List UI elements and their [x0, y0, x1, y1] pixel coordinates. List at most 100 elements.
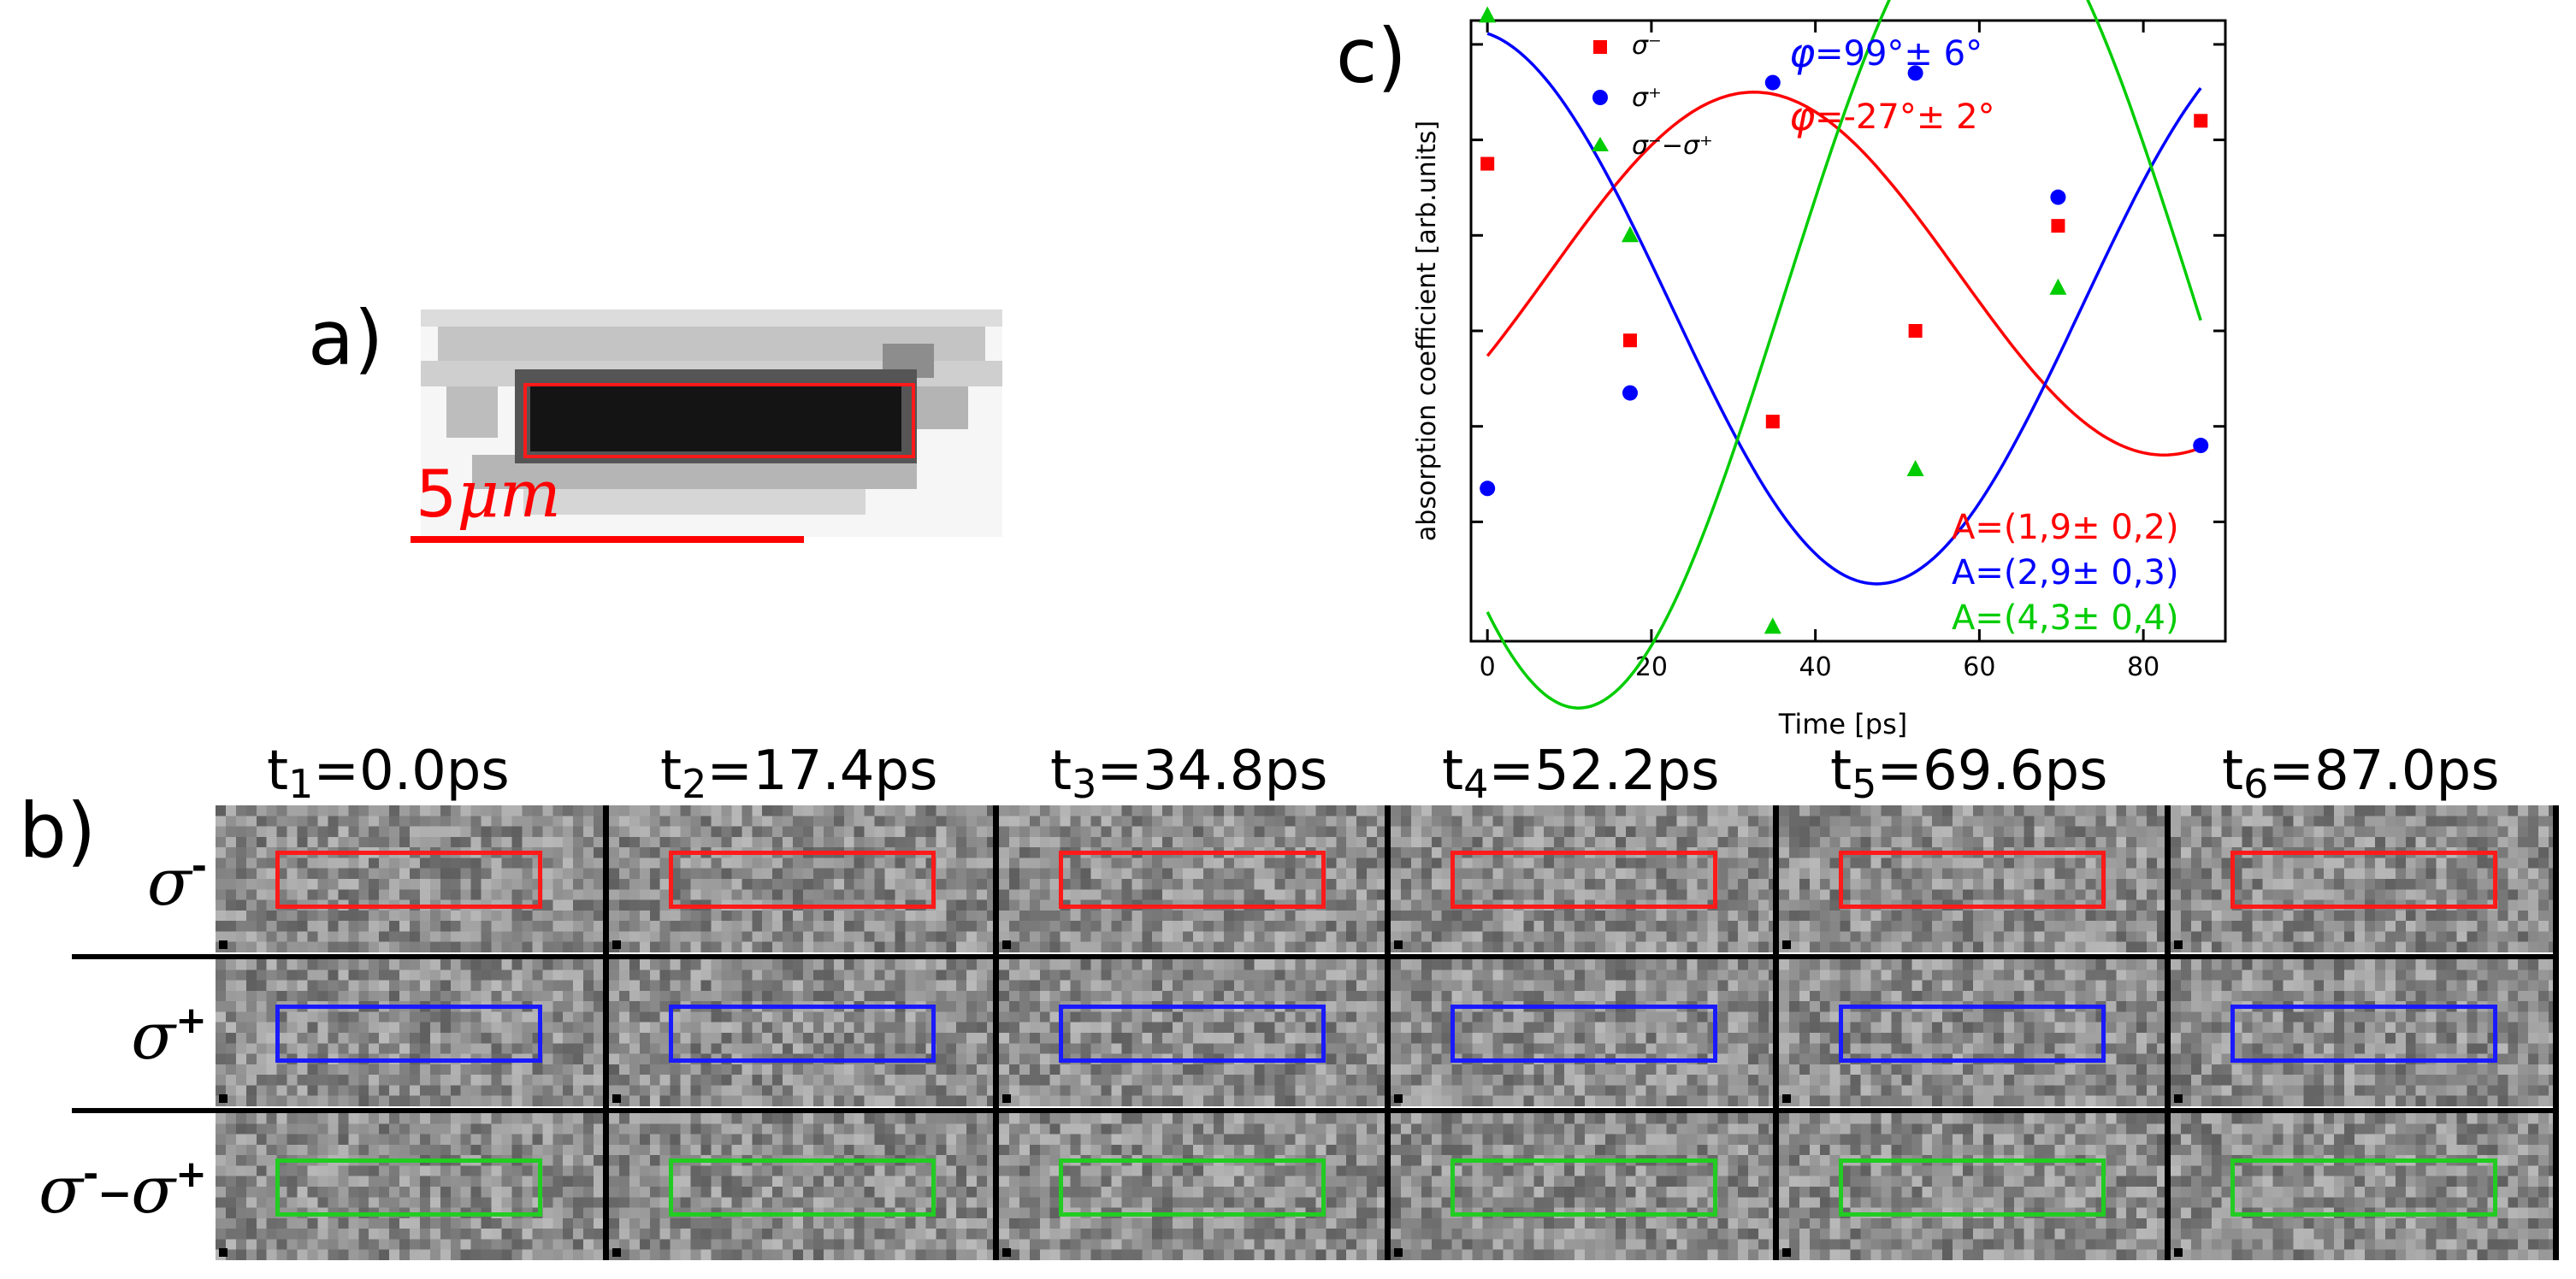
frame-corner-mark [1782, 1248, 1791, 1257]
x-tick-label: 80 [2127, 652, 2159, 682]
time-label-t: t [267, 740, 289, 803]
frame-noise [609, 1113, 997, 1260]
phase-annotation-red: φ =-27°± 2° [1789, 93, 1995, 139]
time-label-value: =69.6ps [1876, 740, 2108, 803]
x-axis-label: Time [ps] [1778, 708, 1907, 740]
frame-corner-mark [219, 940, 227, 949]
time-label-index: 2 [682, 761, 707, 807]
phi-value-red: =-27°± 2° [1815, 97, 1995, 137]
time-label-index: 1 [288, 761, 314, 807]
frame-sigma-minus [1391, 805, 1779, 952]
roi-box [1839, 1158, 2106, 1217]
time-label-t: t [1442, 740, 1464, 803]
row-divider [72, 1108, 2559, 1113]
frame-sigma-plus [1779, 959, 2167, 1106]
data-point-sigma-plus [2050, 189, 2066, 205]
roi-box [1059, 1005, 1326, 1063]
frame-corner-mark [2174, 1248, 2183, 1257]
roi-box [2230, 851, 2497, 909]
column-divider [2165, 805, 2171, 1260]
y-axis-label: absorption coefficient [arb.units] [1412, 121, 1442, 541]
time-label-t: t [1830, 740, 1852, 803]
roi-box [1450, 851, 1717, 909]
data-point-sigma-plus [1907, 65, 1923, 81]
time-label-index: 4 [1463, 761, 1489, 807]
time-label: t3=34.8ps [1050, 744, 1327, 804]
frame-corner-mark [1002, 1248, 1011, 1257]
x-tick-label: 40 [1799, 652, 1832, 682]
frame-corner-mark [2174, 1094, 2183, 1103]
roi-box [275, 1005, 542, 1063]
frame-noise [1391, 1113, 1779, 1260]
scale-bar-unit: μm [457, 456, 561, 532]
time-label-index: 3 [1072, 761, 1097, 807]
amplitude-red: A=(1,9± 0,2) [1952, 508, 2179, 547]
legend-label-sigma-plus: σ⁺ [1632, 83, 1662, 113]
frame-sigma-plus [1391, 959, 1779, 1106]
time-label: t4=52.2ps [1442, 744, 1719, 804]
frame-sigma-plus [999, 959, 1387, 1106]
frame-sigma-minus [1779, 805, 2167, 952]
frame-corner-mark [1002, 1094, 1011, 1103]
frame-sigma-minus [999, 805, 1387, 952]
time-label: t1=0.0ps [267, 744, 510, 804]
panel-b-label: b) [19, 787, 97, 875]
x-tick-label: 20 [1635, 652, 1668, 682]
frame-corner-mark [1394, 1248, 1403, 1257]
frame-noise [999, 959, 1387, 1106]
data-point-sigma-diff [1621, 226, 1639, 243]
y-ticks [1471, 43, 2225, 523]
fit-curve-sigma-diff [1486, 0, 2202, 710]
time-label-index: 6 [2243, 761, 2269, 807]
amplitude-green: A=(4,3± 0,4) [1952, 598, 2179, 638]
legend-marker-sigma-plus [1592, 90, 1608, 105]
frame-sigma-diff [216, 1113, 604, 1260]
data-point-sigma-diff [2049, 278, 2067, 295]
time-label-t: t [660, 740, 682, 803]
data-point-sigma-minus [2194, 114, 2208, 128]
phi-value-blue: =99°± 6° [1815, 34, 1982, 74]
data-point-sigma-minus [2051, 219, 2065, 233]
time-label: t6=87.0ps [2222, 744, 2499, 804]
frame-corner-mark [1782, 940, 1791, 949]
data-markers [1479, 6, 2209, 634]
row-divider [72, 954, 2559, 959]
panel-c-label: c) [1336, 12, 1407, 100]
frame-sigma-plus [2171, 959, 2559, 1106]
fit-curves [1486, 0, 2202, 710]
row-label-sup: - [82, 1152, 99, 1196]
x-tick-label: 60 [1963, 652, 1995, 682]
frame-sigma-diff [2171, 1113, 2559, 1260]
frame-sigma-diff [609, 1113, 997, 1260]
roi-box [1450, 1005, 1717, 1063]
time-label-value: =17.4ps [706, 740, 938, 803]
data-point-sigma-minus [1908, 324, 1923, 338]
frame-corner-mark [1002, 940, 1011, 949]
roi-box [1059, 1158, 1326, 1217]
frame-sigma-diff [1391, 1113, 1779, 1260]
frame-corner-mark [612, 1248, 621, 1257]
time-label-value: =87.0ps [2268, 740, 2500, 803]
time-label-t: t [1050, 740, 1072, 803]
roi-box [1839, 851, 2106, 909]
row-label-sigma-minus: σ- [147, 848, 207, 915]
row-label-symbol: σ [38, 1152, 83, 1228]
frame-corner-mark [1394, 1094, 1403, 1103]
frame-corner-mark [219, 1094, 227, 1103]
frame-noise [1391, 805, 1779, 952]
absorption-chart: 0 20 40 60 80 Time [ps] absorption coefficie… [1412, 0, 2227, 740]
microscope-image-pixels [421, 309, 1002, 537]
x-tick-label: 0 [1480, 652, 1496, 682]
frame-sigma-plus [216, 959, 604, 1106]
x-ticks: 0 20 40 60 80 [1480, 21, 2159, 682]
frame-corner-mark [219, 1248, 227, 1257]
time-label: t2=17.4ps [660, 744, 937, 804]
data-point-sigma-minus [1480, 156, 1495, 171]
roi-box [1450, 1158, 1717, 1217]
data-point-sigma-diff [1764, 617, 1781, 634]
row-label-sigma-diff: σ-–σ+ [38, 1156, 207, 1223]
roi-box [669, 851, 936, 909]
legend-label-sigma-minus: σ⁻ [1632, 31, 1662, 61]
data-point-sigma-plus [2193, 438, 2209, 454]
legend: σ⁻ σ⁺ σ⁻−σ⁺ [1592, 31, 1713, 161]
